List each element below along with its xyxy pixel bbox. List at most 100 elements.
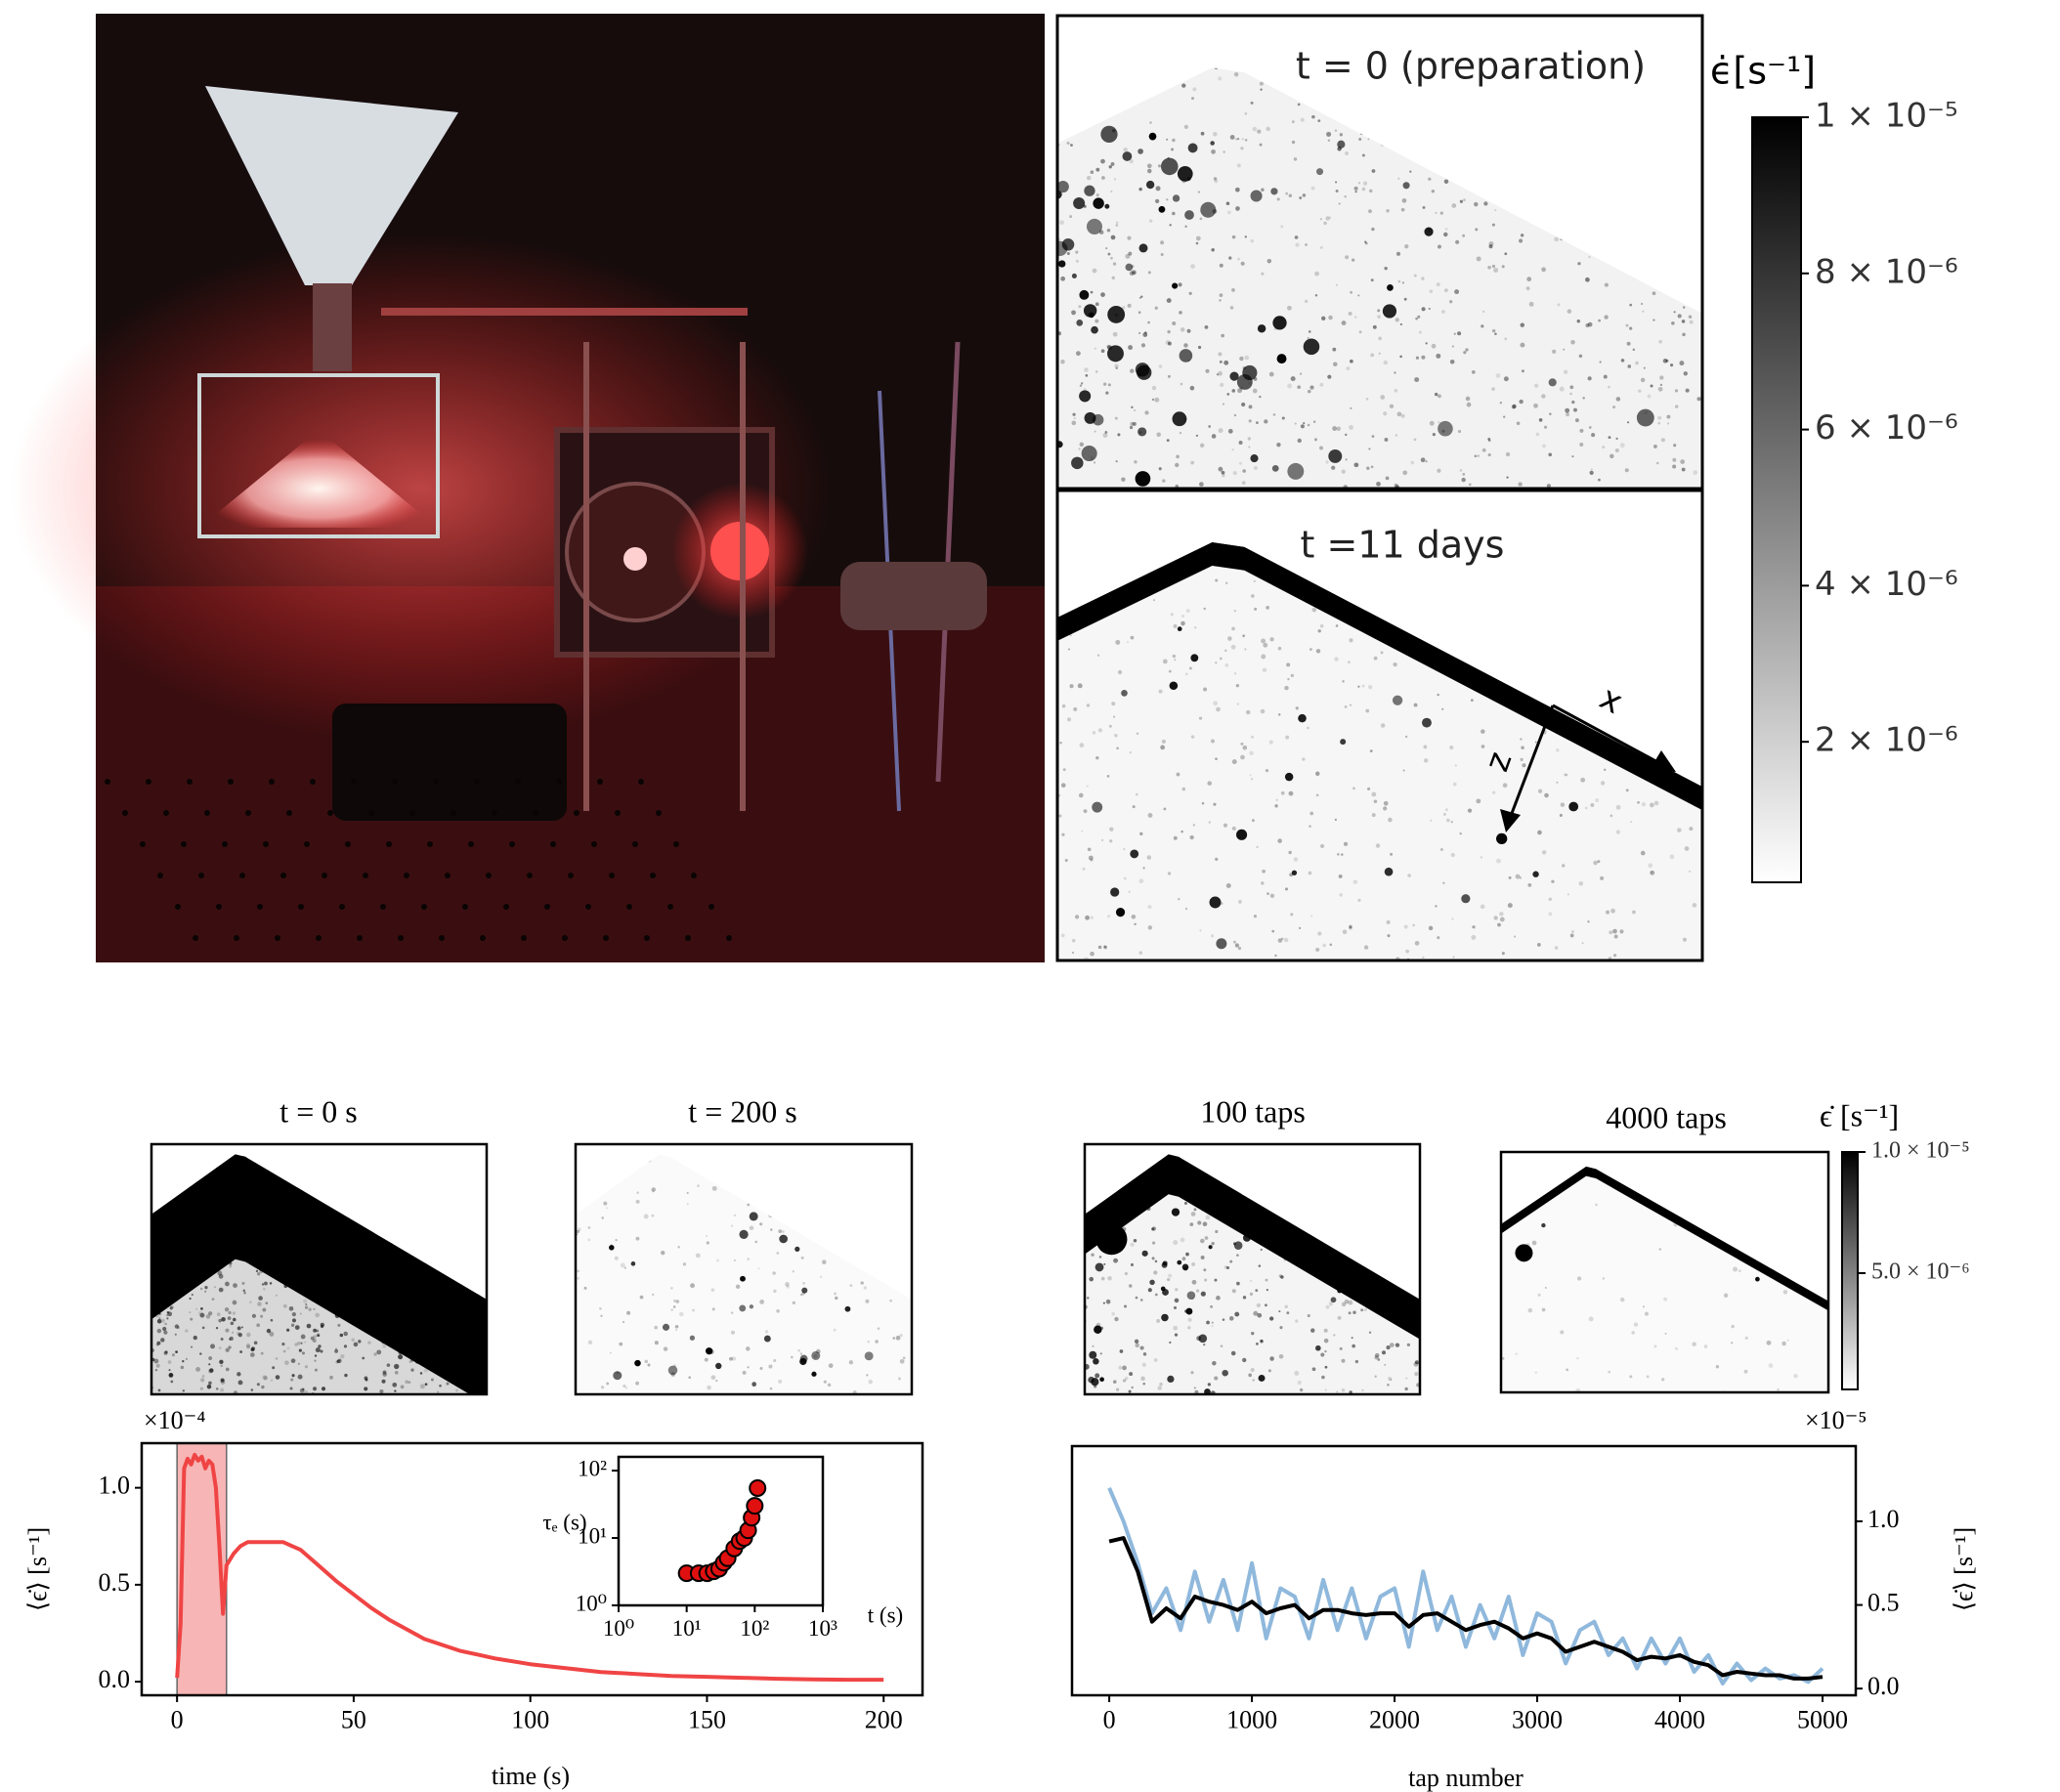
photo-hole — [409, 810, 415, 816]
x-tick-label: 2000 — [1369, 1706, 1420, 1734]
speckle — [1380, 651, 1384, 655]
speckle — [454, 1318, 458, 1322]
speckle — [262, 1307, 267, 1312]
speckle — [1320, 1352, 1325, 1357]
speckle — [163, 1295, 167, 1299]
speckle — [159, 1241, 162, 1244]
speckle — [1142, 1382, 1145, 1386]
speckle — [1493, 916, 1498, 920]
speckle — [1782, 1290, 1788, 1295]
speckle — [184, 1216, 189, 1220]
speckle — [672, 1305, 676, 1308]
speckle — [587, 1340, 593, 1345]
speckle — [266, 1328, 272, 1334]
speckle — [1174, 1333, 1179, 1337]
speckle — [1474, 454, 1478, 458]
speckle — [1248, 419, 1252, 423]
speckle — [234, 1219, 237, 1223]
speckle — [1214, 1278, 1218, 1282]
speckle — [1195, 434, 1199, 438]
speckle — [1211, 1321, 1214, 1324]
speckle — [577, 1227, 581, 1232]
speckle — [1405, 1377, 1408, 1380]
speckle — [1365, 708, 1370, 713]
speckle — [1167, 341, 1172, 346]
speckle — [1505, 451, 1511, 457]
speckle — [1211, 934, 1215, 938]
speckle-blob — [1160, 157, 1179, 176]
speckle — [867, 1341, 870, 1344]
photo-hole — [515, 779, 521, 785]
speckle — [1394, 483, 1398, 488]
strain-map-material — [151, 1154, 487, 1394]
speckle — [212, 1260, 215, 1263]
speckle — [1197, 345, 1202, 350]
x-tick-label: 5000 — [1797, 1706, 1848, 1734]
speckle-blob — [1298, 713, 1307, 723]
speckle — [1219, 360, 1223, 363]
x-tick-label: 10¹ — [672, 1616, 702, 1641]
speckle — [1263, 642, 1268, 648]
speckle — [1405, 949, 1410, 954]
speckle — [1431, 343, 1437, 349]
speckle — [606, 1382, 610, 1386]
speckle — [1248, 1373, 1253, 1378]
speckle-blob — [1382, 304, 1397, 319]
speckle — [156, 1328, 162, 1334]
speckle — [1451, 345, 1454, 348]
speckle — [1291, 120, 1295, 124]
speckle — [282, 1303, 287, 1308]
speckle — [1423, 758, 1429, 763]
speckle — [273, 1183, 276, 1187]
photo-hole — [345, 841, 351, 847]
speckle — [308, 1307, 312, 1311]
speckle — [1134, 408, 1137, 412]
speckle — [203, 1220, 209, 1226]
speckle — [1566, 1368, 1569, 1372]
speckle — [448, 1313, 451, 1317]
speckle — [1327, 139, 1331, 142]
speckle — [1715, 1365, 1720, 1369]
speckle — [1110, 190, 1113, 193]
speckle — [1354, 1265, 1357, 1268]
speckle — [460, 1348, 466, 1354]
speckle — [246, 1344, 251, 1349]
speckle — [1598, 319, 1601, 322]
speckle — [185, 1357, 188, 1360]
speckle — [1066, 717, 1072, 722]
speckle — [1409, 170, 1412, 173]
speckle — [1154, 397, 1160, 403]
speckle — [1208, 425, 1211, 428]
photo-hole — [451, 810, 456, 816]
speckle — [382, 1372, 387, 1377]
speckle — [1112, 331, 1118, 337]
x-tick-label: 150 — [688, 1706, 726, 1734]
speckle — [600, 1386, 605, 1389]
speckle — [635, 1236, 640, 1241]
speckle — [1291, 140, 1296, 145]
speckle — [229, 1261, 233, 1265]
speckle — [1259, 143, 1263, 147]
speckle — [222, 1173, 227, 1177]
speckle-blob — [394, 1363, 400, 1370]
speckle — [1262, 869, 1266, 874]
speckle — [320, 1349, 323, 1353]
speckle — [1437, 936, 1440, 940]
speckle — [384, 1293, 388, 1296]
speckle — [868, 1379, 874, 1385]
speckle — [690, 1283, 695, 1289]
speckle — [1283, 1239, 1288, 1244]
speckle — [1455, 239, 1460, 244]
speckle — [314, 1368, 318, 1372]
photo-hole — [163, 810, 169, 816]
speckle — [1090, 916, 1094, 919]
speckle — [1383, 411, 1388, 416]
y-tick-label: 0.0 — [1867, 1672, 1900, 1700]
speckle — [1533, 403, 1538, 408]
speckle-blob — [1095, 1223, 1128, 1256]
speckle — [1609, 814, 1613, 818]
speckle — [1079, 743, 1085, 748]
speckle — [1518, 238, 1524, 243]
speckle — [1240, 742, 1244, 746]
speckle — [1138, 296, 1141, 299]
